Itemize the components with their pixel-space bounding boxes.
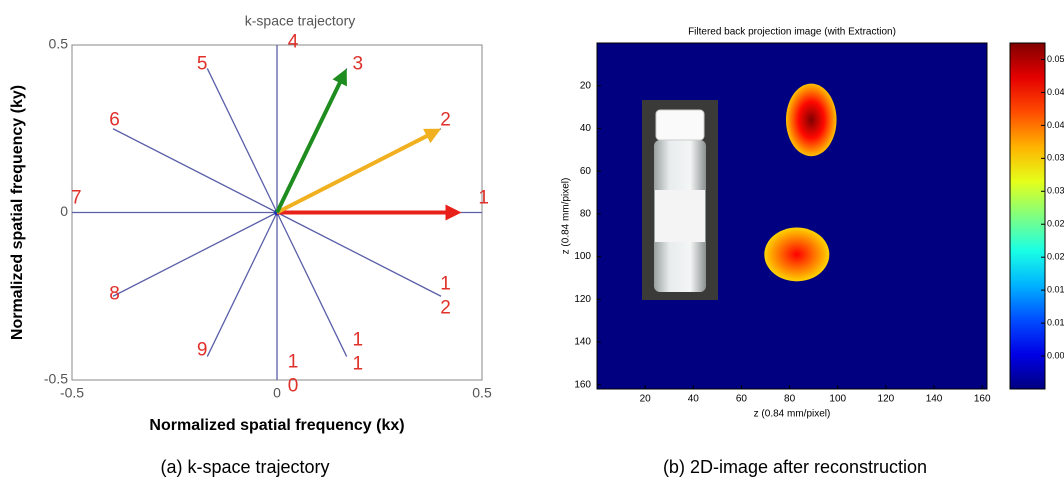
y-axis-label: z (0.84 mm/pixel) xyxy=(561,178,572,255)
x-axis-label: Normalized spatial frequency (kx) xyxy=(149,417,404,434)
x-axis-label: z (0.84 mm/pixel) xyxy=(754,409,831,420)
spoke-label: 1 xyxy=(478,188,489,209)
vial-label xyxy=(655,190,705,242)
blob xyxy=(786,84,837,157)
y-tick-label: 40 xyxy=(580,123,592,134)
colorbar-tick-label: 0.04 xyxy=(1047,120,1064,130)
colorbar-tick-label: 0.01 xyxy=(1047,317,1064,327)
spoke xyxy=(277,213,441,297)
spoke-label: 6 xyxy=(109,110,120,131)
vial-photo xyxy=(642,100,718,300)
colorbar-tick-label: 0.05 xyxy=(1047,54,1064,64)
spoke-label: 1 xyxy=(353,353,364,374)
spoke-label: 8 xyxy=(109,283,120,304)
y-tick-label: 60 xyxy=(580,166,592,177)
colorbar-tick-label: 0.02 xyxy=(1047,252,1064,262)
caption: (a) k-space trajectory xyxy=(160,457,329,477)
x-tick-label: 160 xyxy=(974,394,991,405)
caption: (b) 2D-image after reconstruction xyxy=(663,457,927,477)
y-tick-label: 160 xyxy=(574,379,591,390)
spoke xyxy=(207,68,277,212)
spoke-label: 4 xyxy=(288,32,299,53)
spoke-label: 2 xyxy=(440,297,451,318)
arrow xyxy=(277,77,342,212)
x-tick-label: 80 xyxy=(784,394,796,405)
chart-title: k-space trajectory xyxy=(245,13,355,29)
spoke-label: 2 xyxy=(440,110,451,131)
spoke-label: 0 xyxy=(288,375,299,396)
y-tick-label: 100 xyxy=(574,251,591,262)
colorbar-tick-label: 0.015 xyxy=(1047,285,1064,295)
x-tick-label: 60 xyxy=(736,394,748,405)
spoke-label: 1 xyxy=(440,273,451,294)
blob xyxy=(764,228,829,282)
colorbar xyxy=(1010,43,1045,389)
spoke xyxy=(113,213,277,297)
x-tick-label: 100 xyxy=(829,394,846,405)
y-tick-label: 0 xyxy=(60,203,68,219)
colorbar-tick-label: 0.045 xyxy=(1047,87,1064,97)
y-tick-label: 140 xyxy=(574,337,591,348)
spoke xyxy=(113,129,277,213)
colorbar-tick-label: 0.025 xyxy=(1047,219,1064,229)
spoke-label: 5 xyxy=(197,54,208,75)
x-tick-label: 120 xyxy=(878,394,895,405)
vial-cap xyxy=(656,110,704,140)
x-tick-label: 0.5 xyxy=(472,385,492,401)
colorbar-tick-label: 0.03 xyxy=(1047,186,1064,196)
y-tick-label: 20 xyxy=(580,80,592,91)
x-tick-label: 40 xyxy=(688,394,700,405)
spoke xyxy=(207,213,277,357)
arrow-head xyxy=(446,205,462,221)
figure: k-space trajectory -0.5 0 0.5 -0.5 0 0.5 Normal… xyxy=(0,0,1064,487)
x-tick-label: 140 xyxy=(926,394,943,405)
y-tick-label: 120 xyxy=(574,294,591,305)
colorbar-tick-label: 0.005 xyxy=(1047,350,1064,360)
spoke xyxy=(277,213,347,357)
y-tick-label: 80 xyxy=(580,209,592,220)
x-tick-label: 0 xyxy=(273,385,281,401)
spoke-label: 7 xyxy=(71,188,82,209)
x-tick-label: 20 xyxy=(640,394,652,405)
arrow xyxy=(277,133,432,212)
colorbar-tick-label: 0.035 xyxy=(1047,153,1064,163)
x-tick-label: -0.5 xyxy=(60,385,84,401)
spoke-label: 9 xyxy=(197,339,208,360)
y-tick-label: -0.5 xyxy=(44,371,68,387)
spoke-label: 3 xyxy=(353,54,364,75)
y-axis-label: Normalized spatial frequency (ky) xyxy=(9,85,26,340)
spoke-label: 1 xyxy=(353,329,364,350)
y-tick-label: 0.5 xyxy=(49,36,69,52)
chart-title: Filtered back projection image (with Ext… xyxy=(688,27,896,38)
spoke-label: 1 xyxy=(288,351,299,372)
